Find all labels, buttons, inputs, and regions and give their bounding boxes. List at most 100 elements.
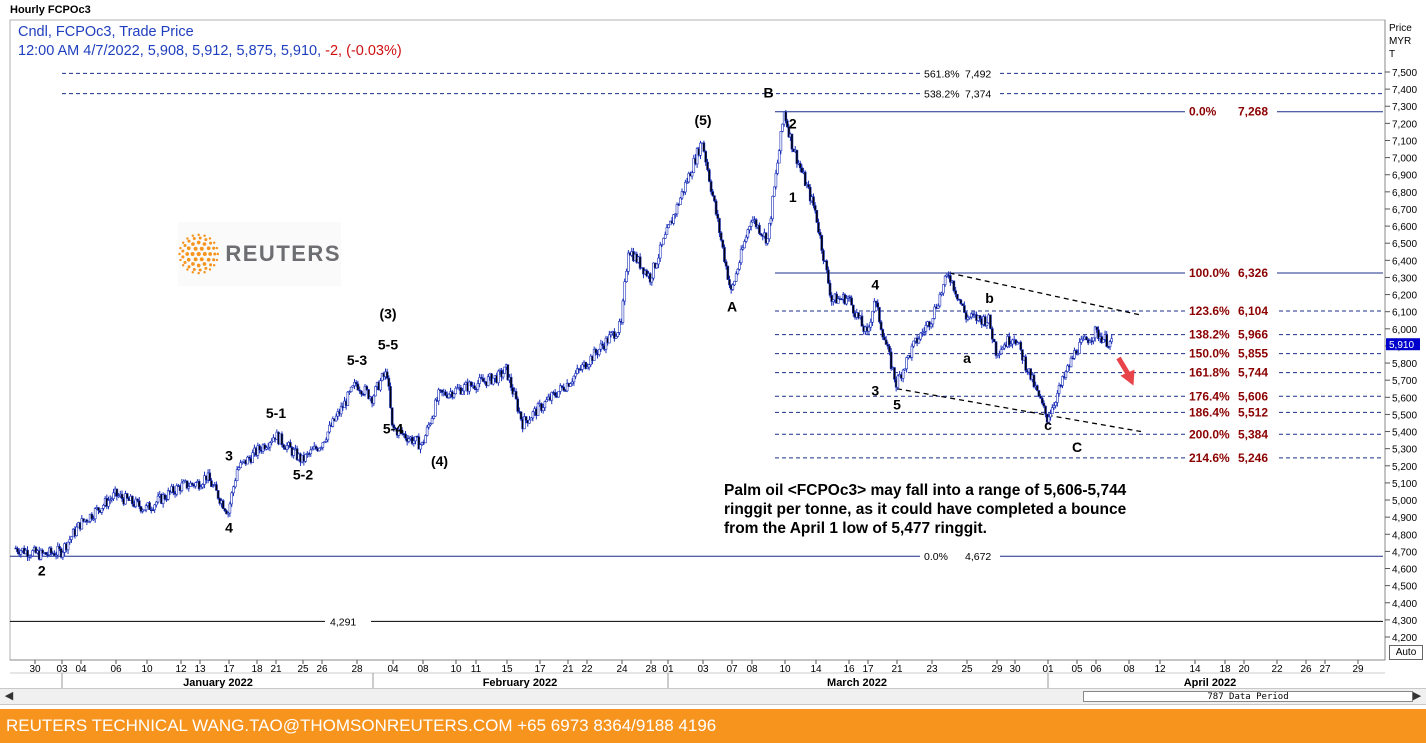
- logo-dot: [203, 270, 206, 274]
- analysis-note-line: ringgit per tonne, as it could have comp…: [724, 501, 1127, 518]
- candle-body: [491, 377, 495, 385]
- candle-body: [134, 498, 138, 507]
- candle-body: [412, 440, 416, 444]
- candle-body: [1029, 368, 1032, 380]
- logo-dot: [193, 246, 198, 251]
- fib-level-value: 6,326: [1238, 266, 1268, 280]
- time-scrollbar[interactable]: ◀ 787 Data Period ▶: [0, 688, 1426, 705]
- candle-body: [363, 386, 367, 395]
- candle-body: [374, 386, 377, 397]
- candle-body: [652, 262, 655, 279]
- candle-body: [399, 429, 402, 431]
- candle-body: [818, 232, 822, 236]
- footer-banner: REUTERS TECHNICAL WANG.TAO@THOMSONREUTER…: [0, 709, 1426, 743]
- scroll-right-icon[interactable]: ▶: [1412, 690, 1422, 702]
- candle-body: [241, 461, 244, 464]
- candle-body: [558, 385, 562, 392]
- candle-body: [665, 227, 669, 235]
- candle-body: [503, 366, 506, 374]
- logo-dot: [192, 236, 196, 241]
- candle-body: [394, 427, 397, 430]
- wave-label: 3: [225, 448, 233, 464]
- candle-body: [208, 472, 212, 482]
- y-tick-label: 4,400: [1392, 599, 1417, 610]
- fib-label-bg: [1185, 449, 1277, 465]
- x-tick-label: 26: [1300, 664, 1312, 675]
- logo-dot: [204, 266, 208, 270]
- candle-body: [985, 322, 989, 326]
- candle-body: [468, 381, 471, 392]
- y-tick-label: 4,800: [1392, 530, 1417, 541]
- wave-label: 5-1: [266, 405, 286, 421]
- candle-body: [447, 393, 451, 398]
- candle-body: [1035, 385, 1039, 391]
- candle-body: [87, 521, 90, 523]
- wave-label: 2: [789, 116, 797, 132]
- candle-body: [968, 316, 971, 319]
- candle-body: [994, 341, 998, 356]
- auto-scale-button[interactable]: Auto: [1389, 645, 1423, 660]
- candle-body: [601, 343, 604, 346]
- candle-body: [318, 447, 321, 452]
- candle-body: [857, 312, 860, 319]
- logo-dot: [208, 252, 213, 256]
- candle-body: [815, 210, 819, 223]
- fib-level-pct: 538.2%: [924, 89, 960, 101]
- fib-level-pct: 200.0%: [1189, 427, 1230, 441]
- y-tick-label: 5,100: [1392, 479, 1417, 490]
- logo-dot: [191, 262, 195, 266]
- candle-body: [684, 182, 687, 193]
- candle-body: [768, 222, 771, 240]
- x-tick-label: 28: [645, 664, 657, 675]
- y-tick-label: 6,900: [1392, 171, 1417, 182]
- candle-body: [724, 261, 728, 267]
- candle-body: [410, 436, 414, 444]
- candle-body: [812, 196, 815, 206]
- candle-body: [569, 383, 572, 387]
- fib-label-bg: [920, 86, 1000, 100]
- candle-body: [867, 326, 871, 332]
- candle-body: [461, 390, 464, 395]
- candle-body: [258, 445, 261, 451]
- logo-dot: [191, 270, 194, 274]
- candle-body: [354, 382, 358, 385]
- candle-body: [237, 467, 241, 470]
- candle-body: [139, 506, 143, 512]
- scroll-left-icon[interactable]: ◀: [4, 690, 14, 702]
- candle-body: [749, 221, 753, 227]
- price-axis-header-line: MYR: [1389, 36, 1412, 47]
- fib-label-bg: [1185, 265, 1277, 281]
- fib-label-bg: [1185, 326, 1277, 342]
- y-tick-label: 4,600: [1392, 565, 1417, 576]
- candle-body: [608, 334, 611, 344]
- candle-body: [125, 493, 129, 499]
- candle-body: [940, 292, 943, 295]
- trendlines: [896, 272, 1142, 433]
- candle-body: [100, 508, 104, 513]
- candle-body: [771, 195, 774, 220]
- logo-dot: [181, 264, 185, 267]
- candle-body: [528, 419, 531, 424]
- candle-body: [58, 546, 61, 550]
- candle-body: [614, 336, 618, 339]
- forecast-arrow-head: [1120, 369, 1135, 386]
- logo-dot: [198, 268, 202, 272]
- candle-body: [266, 446, 270, 449]
- y-tick-label: 5,600: [1392, 393, 1417, 404]
- candle-body: [194, 482, 197, 487]
- candle-body: [949, 275, 952, 283]
- candle-body: [1040, 397, 1044, 404]
- candle-body: [903, 368, 907, 371]
- candle-body: [883, 336, 886, 341]
- candle-body: [321, 442, 325, 448]
- candle-body: [361, 393, 365, 396]
- candle-body: [1085, 336, 1088, 341]
- current-price-label: 5,910: [1389, 340, 1414, 351]
- candle-body: [536, 403, 540, 416]
- candle-body: [199, 486, 203, 490]
- candle-body: [764, 232, 768, 244]
- logo-dot: [179, 246, 182, 250]
- candle-body: [800, 167, 804, 173]
- y-tick-label: 7,300: [1392, 102, 1417, 113]
- candle-body: [616, 332, 620, 337]
